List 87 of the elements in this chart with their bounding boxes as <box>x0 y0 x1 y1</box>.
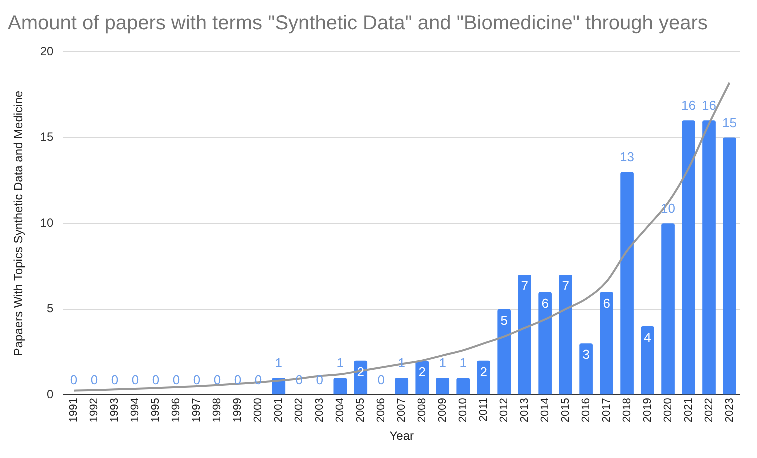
data-label: 0 <box>132 372 140 388</box>
data-label: 7 <box>521 278 528 294</box>
bar <box>456 378 470 395</box>
x-tick-label: 2010 <box>457 398 470 423</box>
x-tick-label: 1998 <box>211 398 224 423</box>
bar <box>498 309 511 395</box>
data-label: 13 <box>620 150 635 165</box>
x-axis-title: Year <box>390 429 414 444</box>
data-label: 7 <box>562 278 570 294</box>
x-tick-label: 2007 <box>396 398 408 423</box>
x-tick-label: 2005 <box>354 398 367 423</box>
data-label: 1 <box>275 356 283 371</box>
bar <box>334 378 348 395</box>
x-tick-label: 1996 <box>170 398 182 423</box>
x-tick-label: 2022 <box>703 398 716 423</box>
y-axis-title: Papaers With Topics Synthetic Data and Medicine <box>12 90 26 356</box>
x-tick-label: 1991 <box>68 398 80 423</box>
data-label: 2 <box>480 364 488 380</box>
data-label: 0 <box>193 372 201 388</box>
x-tick-label: 2018 <box>621 398 634 423</box>
bar <box>702 120 716 395</box>
data-label: 0 <box>378 372 385 388</box>
data-label: 0 <box>90 372 98 388</box>
y-tick-label: 5 <box>47 302 54 316</box>
data-label: 5 <box>500 312 508 328</box>
data-label: 2 <box>357 364 365 380</box>
y-tick-label: 0 <box>47 387 54 402</box>
data-label: 16 <box>682 98 696 114</box>
x-tick-label: 1992 <box>88 398 101 423</box>
bar <box>662 224 675 395</box>
bar <box>416 360 430 395</box>
data-label: 0 <box>172 372 180 388</box>
x-tick-label: 2015 <box>560 398 572 423</box>
y-tick-label: 15 <box>40 130 54 144</box>
x-tick-label: 2008 <box>416 398 428 423</box>
data-label: 3 <box>582 347 590 362</box>
data-label: 0 <box>70 372 78 388</box>
data-label: 2 <box>418 364 426 380</box>
x-tick-label: 2009 <box>436 398 449 423</box>
data-label: 6 <box>542 296 549 311</box>
y-tick-label: 10 <box>40 216 54 230</box>
bar <box>518 275 532 395</box>
x-tick-label: 1995 <box>150 398 162 423</box>
data-label: 6 <box>603 296 610 311</box>
data-label: 4 <box>644 330 652 346</box>
data-label: 0 <box>152 372 160 388</box>
x-tick-label: 2000 <box>252 398 264 423</box>
x-tick-label: 2011 <box>478 398 490 422</box>
bar <box>395 378 409 395</box>
data-label: 1 <box>336 356 344 371</box>
bar <box>477 360 491 395</box>
bar <box>580 344 593 395</box>
data-label: 15 <box>722 115 737 130</box>
x-tick-label: 2021 <box>682 398 695 423</box>
data-label: 1 <box>460 356 467 371</box>
x-tick-label: 2002 <box>293 398 306 423</box>
x-tick-label: 2020 <box>662 398 674 423</box>
bar <box>620 172 634 395</box>
x-tick-label: 2004 <box>334 398 346 423</box>
x-tick-label: 1994 <box>130 398 142 423</box>
x-tick-label: 2017 <box>600 398 613 423</box>
x-tick-label: 1993 <box>109 398 122 423</box>
x-tick-label: 2012 <box>498 398 510 423</box>
y-tick-label: 20 <box>40 44 54 58</box>
x-tick-label: 2019 <box>642 398 654 423</box>
data-label: 0 <box>214 372 222 388</box>
bar <box>436 378 450 395</box>
x-tick-label: 2013 <box>518 398 531 423</box>
x-tick-label: 2016 <box>580 398 592 423</box>
x-tick-label: 2003 <box>314 398 326 423</box>
x-tick-label: 2001 <box>272 398 285 423</box>
bar <box>641 326 654 395</box>
data-label: 0 <box>111 372 119 388</box>
bar <box>682 120 696 395</box>
data-label: 0 <box>316 372 324 388</box>
bar <box>723 138 736 395</box>
bar <box>559 275 572 395</box>
chart-title: Amount of papers with terms "Synthetic Data" and "Biomedicine" through years <box>8 12 708 35</box>
bar <box>600 292 614 395</box>
bar <box>538 292 552 395</box>
data-label: 16 <box>702 98 716 114</box>
x-tick-label: 1997 <box>190 398 203 423</box>
data-label: 1 <box>439 356 446 371</box>
x-tick-label: 2023 <box>724 398 736 423</box>
x-tick-label: 2006 <box>375 398 388 423</box>
x-tick-label: 2014 <box>539 398 552 423</box>
x-tick-label: 1999 <box>232 398 244 423</box>
